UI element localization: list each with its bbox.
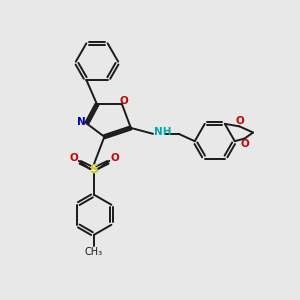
Text: O: O [69, 153, 78, 163]
Text: NH: NH [154, 127, 172, 137]
Text: CH₃: CH₃ [85, 247, 103, 257]
Text: O: O [110, 153, 119, 163]
Text: S: S [90, 163, 99, 176]
Text: N: N [77, 117, 86, 127]
Text: O: O [235, 116, 244, 126]
Text: O: O [120, 96, 128, 106]
Text: O: O [240, 139, 249, 149]
